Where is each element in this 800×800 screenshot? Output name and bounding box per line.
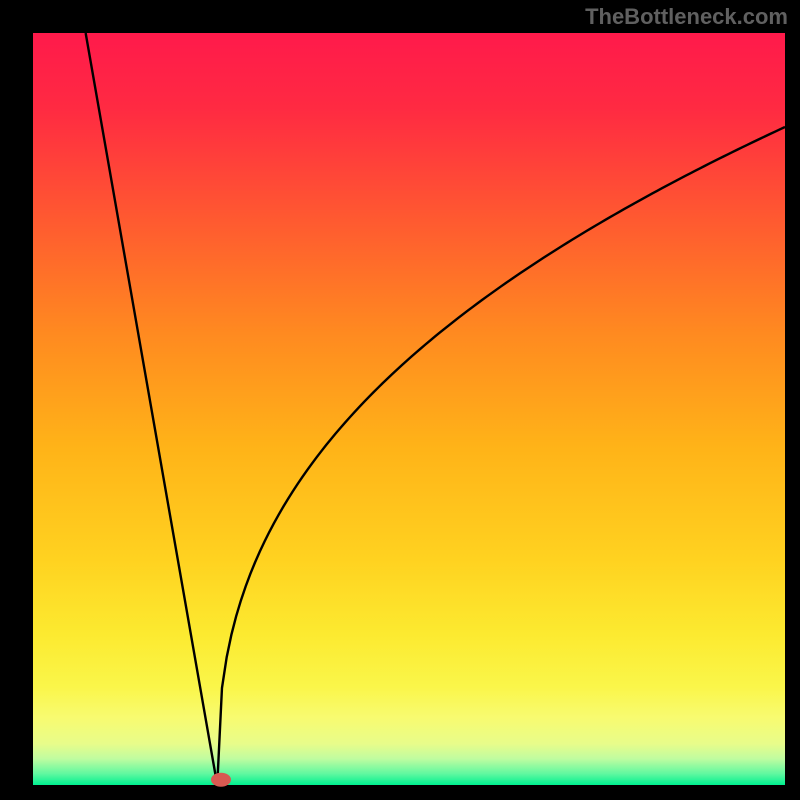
plot-gradient-background: [33, 33, 785, 785]
bottleneck-chart: [0, 0, 800, 800]
watermark-text: TheBottleneck.com: [585, 4, 788, 30]
optimal-point-marker: [211, 773, 231, 787]
chart-container: TheBottleneck.com: [0, 0, 800, 800]
